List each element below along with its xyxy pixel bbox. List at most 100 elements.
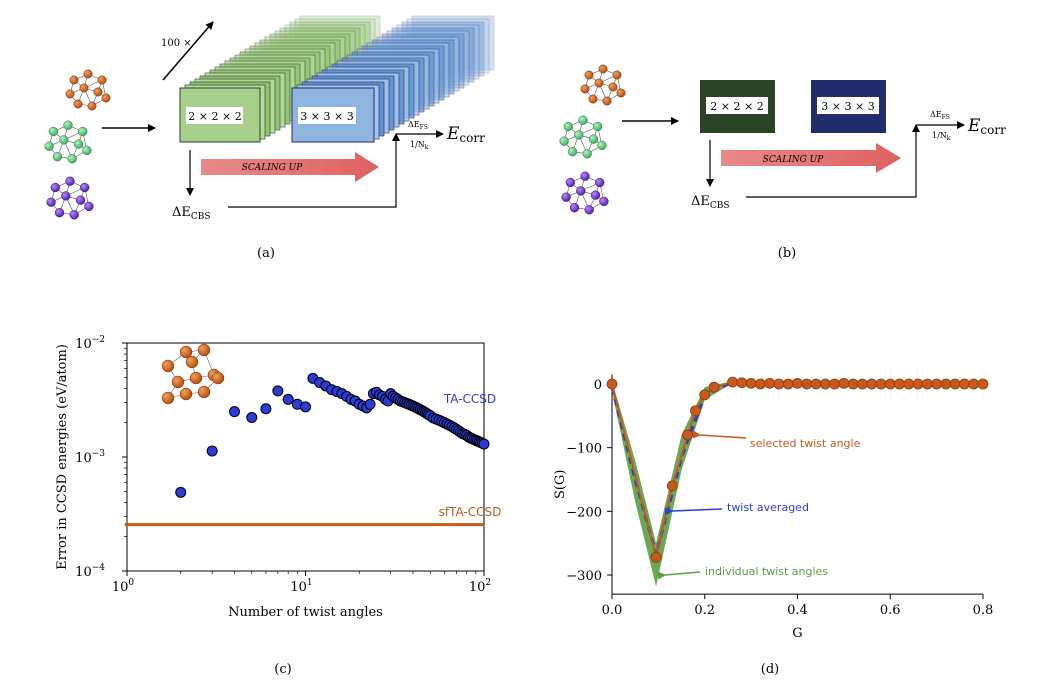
copper-atoms-atom [97, 75, 107, 85]
copper-atoms-atom [93, 87, 103, 97]
count-label: 100 × [161, 38, 192, 49]
green-atoms-atom [82, 145, 92, 156]
copper-atoms-atom [69, 75, 79, 85]
copper-atoms [65, 69, 111, 111]
x-tick-exp-c: 2 [485, 578, 491, 588]
purple-atoms [46, 176, 94, 220]
green-atoms-atom [593, 121, 603, 132]
purple-atoms-atom [565, 177, 575, 188]
x-tick-label-d: 0.8 [973, 603, 994, 618]
copper-atoms-atom [602, 96, 612, 106]
inv-nk-b: 1/Nk [932, 131, 951, 142]
cbs-path-a [228, 133, 400, 208]
scaling-up-arrow-a [201, 152, 379, 182]
chart-d: 0.0 0.2 0.4 0.6 0.8 0 −100 −200 −300 G S(G) [553, 374, 993, 641]
ta-ccsd-point [246, 412, 258, 424]
purple-atoms-atom [595, 177, 605, 188]
ta-ccsd-point [175, 486, 187, 498]
box-2x2x2-label: 2 × 2 × 2 [188, 110, 241, 123]
selected-twist-point [949, 378, 961, 390]
ta-ccsd-point [272, 385, 284, 397]
purple-atoms-atom [80, 182, 90, 193]
copper-atoms-atom [612, 70, 622, 80]
ta-ccsd-point [300, 401, 311, 413]
selected-twist-point [682, 429, 693, 441]
selected-twist-point [819, 378, 831, 390]
selected-twist-point [755, 378, 766, 390]
copper-atoms [580, 64, 626, 106]
cu-atom [171, 375, 185, 389]
x-tick-label-d: 0.4 [787, 603, 808, 618]
purple-atoms-atom [61, 191, 71, 201]
green-atoms-atom [52, 152, 63, 162]
x-axis-label-d: G [792, 626, 802, 641]
purple-atoms-atom [65, 176, 75, 186]
x-tick-label-d: 0.2 [694, 603, 715, 618]
selected-twist-point [921, 378, 933, 390]
selected-twist-point [782, 378, 794, 390]
purple-atoms-atom [569, 203, 580, 213]
scaling-up-label-b: SCALING UP [763, 155, 825, 165]
selected-twist-point [894, 378, 905, 390]
delta-cbs-a: ΔECBS [172, 205, 211, 222]
selected-twist-point [857, 378, 868, 390]
selected-twist-point [801, 378, 813, 390]
cu-atom [189, 371, 203, 385]
selected-twist-point [875, 378, 887, 390]
y-tick-label-d: −200 [566, 505, 602, 520]
delta-fs-b: ΔEFS [930, 110, 950, 121]
selected-twist-point [931, 378, 943, 390]
y-tick-exp-c: −2 [92, 335, 105, 345]
box-3x3x3-label-bg [298, 107, 356, 124]
green-atoms-atom [78, 126, 88, 137]
purple-atoms-atom [590, 190, 601, 200]
y-tick-label-c: 10−2 [75, 335, 105, 352]
copper-atoms-atom [594, 78, 604, 88]
copper-atoms-atom [608, 82, 618, 92]
selected-twist-point [829, 378, 840, 390]
box-3x3x3-label-bg-b [817, 97, 879, 114]
purple-atoms-atom [75, 195, 86, 205]
purple-atoms-atom [69, 210, 79, 220]
cu-atom [179, 345, 193, 359]
copper-atoms-atom [584, 70, 594, 80]
selected-twist-point [866, 378, 878, 390]
y-tick-label-d: −300 [566, 569, 602, 584]
x-tick-label-d: 0.6 [880, 603, 901, 618]
selected-twist-point [773, 378, 785, 390]
annotation-individual: individual twist angles [705, 565, 828, 578]
ta-ccsd-point [478, 438, 490, 450]
selected-twist-point [940, 378, 952, 390]
green-atoms-atom [63, 120, 73, 130]
ta-ccsd-point [206, 445, 218, 457]
purple-atoms [561, 171, 609, 215]
copper-atoms-atom [87, 101, 97, 111]
purple-atoms-atom [84, 201, 94, 212]
scaling-up-arrow-b [721, 143, 901, 173]
copper-atoms-atom [65, 89, 75, 99]
caption-a: (a) [257, 246, 275, 261]
x-tick-label-c: 101 [290, 578, 312, 595]
e-corr-a: Ecorr [446, 124, 485, 145]
caption-c: (c) [274, 662, 291, 677]
purple-atoms-atom [599, 196, 609, 207]
cu-atom [161, 359, 175, 373]
green-atoms-atom [578, 115, 588, 125]
x-tick-label-c: 102 [469, 578, 491, 595]
cu-atom [179, 387, 193, 401]
cu-atom [197, 343, 211, 357]
cu-atom [161, 391, 175, 405]
annotation-averaged: twist averaged [727, 501, 809, 514]
green-atoms-atom [582, 149, 592, 159]
inv-nk-a: 1/Nk [410, 140, 429, 151]
selected-twist-point [764, 377, 776, 389]
green-atoms-atom [574, 130, 584, 140]
cbs-path-b [746, 124, 920, 198]
selected-twist-point [650, 551, 662, 563]
y-axis-label-d: S(G) [553, 470, 568, 499]
green-atoms-atom [588, 134, 599, 144]
ta-ccsd-point [228, 406, 240, 418]
copper-cluster-icon [161, 343, 225, 405]
